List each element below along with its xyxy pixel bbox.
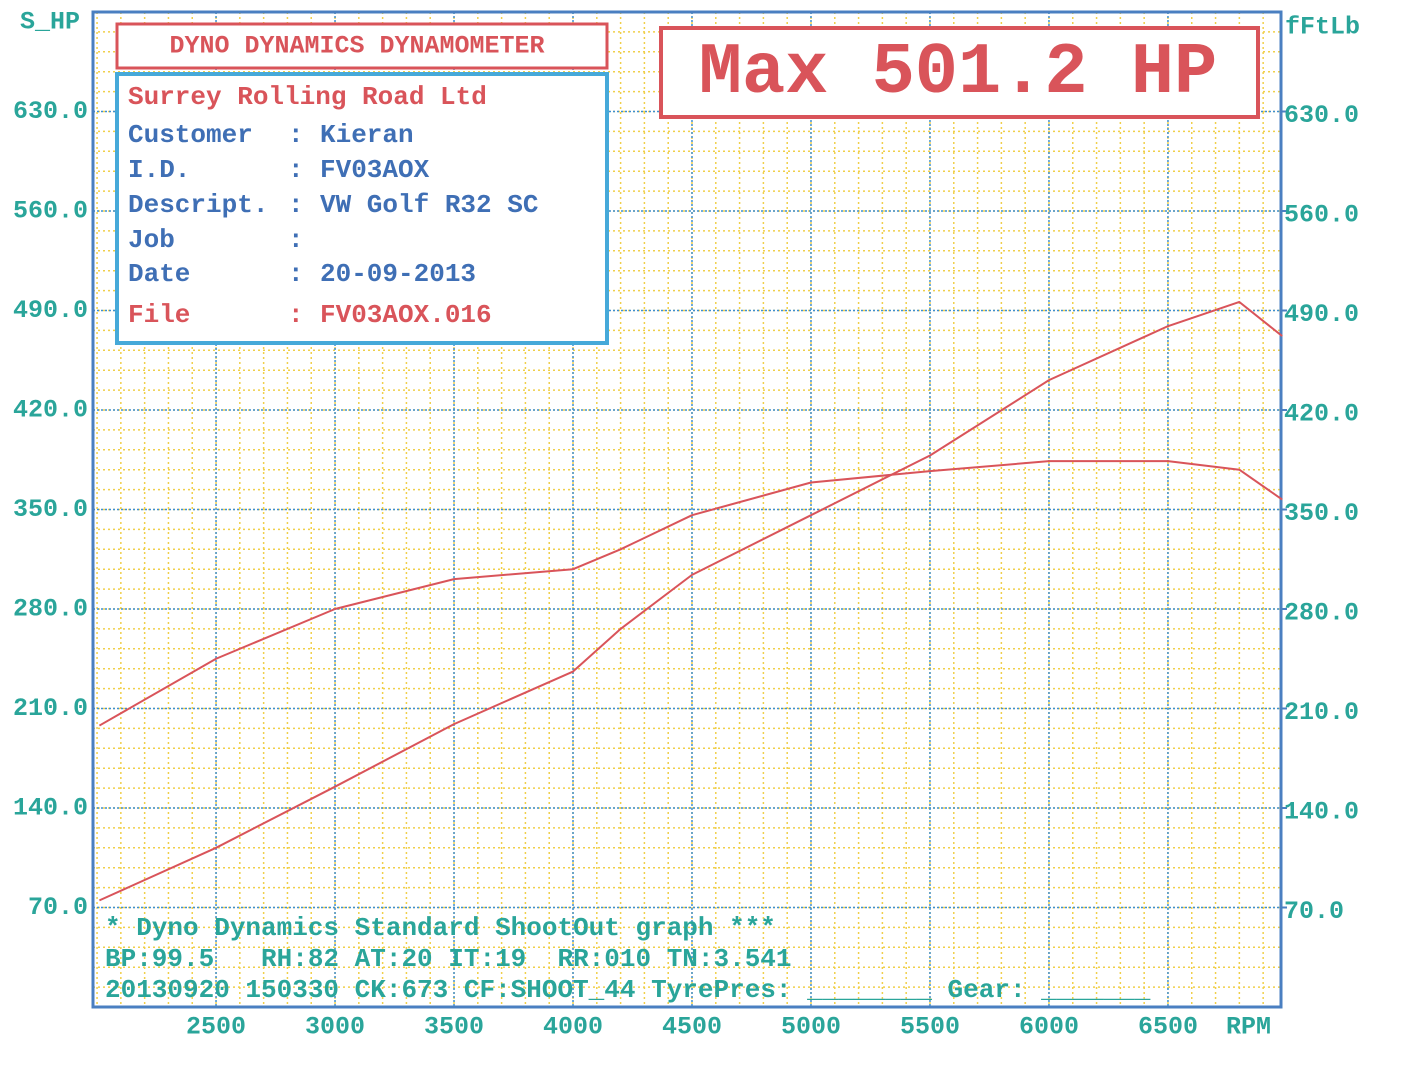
footer: * Dyno Dynamics Standard ShootOut graph … bbox=[105, 913, 1151, 1005]
info-title: Surrey Rolling Road Ltd bbox=[128, 82, 487, 112]
info-separator: : bbox=[288, 225, 304, 255]
y-tick-label: 350.0 bbox=[13, 495, 88, 524]
info-label: I.D. bbox=[128, 155, 190, 185]
info-value: Kieran bbox=[320, 120, 414, 150]
title-box bbox=[115, 22, 609, 70]
info-separator: : bbox=[288, 259, 304, 289]
footer-line: BP:99.5 RH:82 AT:20 IT:19 RR:010 TN:3.54… bbox=[105, 944, 792, 974]
x-axis-label: RPM bbox=[1226, 1013, 1271, 1042]
info-value: FV03AOX bbox=[320, 155, 430, 185]
y2-tick-label: 420.0 bbox=[1284, 400, 1359, 429]
y-tick-label: 490.0 bbox=[13, 296, 88, 325]
info-value: VW Golf R32 SC bbox=[320, 190, 538, 220]
x-tick-label: 4500 bbox=[662, 1013, 722, 1042]
y-tick-label: 560.0 bbox=[13, 197, 88, 226]
max-label: Max 501.2 HP bbox=[699, 32, 1217, 114]
info-label: Descript. bbox=[128, 190, 268, 220]
x-tick-label: 4000 bbox=[543, 1013, 603, 1042]
y-tick-label: 70.0 bbox=[28, 893, 88, 922]
y-tick-label: 420.0 bbox=[13, 396, 88, 425]
info-label: Customer bbox=[128, 120, 253, 150]
info-value: 20-09-2013 bbox=[320, 259, 476, 289]
y2-tick-label: 560.0 bbox=[1284, 201, 1359, 230]
y2-tick-label: 280.0 bbox=[1284, 599, 1359, 628]
y2-tick-label: 630.0 bbox=[1284, 101, 1359, 130]
y-tick-label: 140.0 bbox=[13, 794, 88, 823]
x-tick-label: 2500 bbox=[186, 1013, 246, 1042]
y-tick-label: 630.0 bbox=[13, 97, 88, 126]
x-tick-label: 6000 bbox=[1019, 1013, 1079, 1042]
info-separator: : bbox=[288, 120, 304, 150]
info-label: File bbox=[128, 300, 190, 330]
x-tick-label: 5500 bbox=[900, 1013, 960, 1042]
info-value: FV03AOX.016 bbox=[320, 300, 492, 330]
y2-tick-label: 210.0 bbox=[1284, 698, 1359, 727]
curve bbox=[98, 460, 1283, 727]
footer-line: 20130920 150330 CK:673 CF:SHOOT_44 TyreP… bbox=[105, 975, 1151, 1005]
info-label: Date bbox=[128, 259, 190, 289]
info-separator: : bbox=[288, 300, 304, 330]
info-separator: : bbox=[288, 190, 304, 220]
max-box bbox=[659, 26, 1260, 119]
y2-tick-label: 140.0 bbox=[1284, 798, 1359, 827]
y-tick-label: 210.0 bbox=[13, 694, 88, 723]
info-box bbox=[115, 72, 609, 345]
x-tick-label: 3000 bbox=[305, 1013, 365, 1042]
x-tick-label: 5000 bbox=[781, 1013, 841, 1042]
info-label: Job bbox=[128, 225, 175, 255]
info-separator: : bbox=[288, 155, 304, 185]
curves bbox=[98, 300, 1283, 902]
footer-line: * Dyno Dynamics Standard ShootOut graph … bbox=[105, 913, 776, 943]
y2-tick-label: 350.0 bbox=[1284, 499, 1359, 528]
y2-tick-label: 490.0 bbox=[1284, 300, 1359, 329]
y2-tick-label: 70.0 bbox=[1284, 897, 1344, 926]
info-rows: Customer: Kieran I.D.: FV03AOX Descript.: VW … bbox=[128, 120, 538, 330]
x-tick-label: 3500 bbox=[424, 1013, 484, 1042]
y-axis-label: S_HP bbox=[20, 8, 80, 37]
y2-axis-label: fFtLb bbox=[1285, 13, 1360, 42]
y-tick-label: 280.0 bbox=[13, 595, 88, 624]
curve bbox=[99, 300, 1283, 902]
x-tick-label: 6500 bbox=[1138, 1013, 1198, 1042]
chart-title: DYNO DYNAMICS DYNAMOMETER bbox=[169, 32, 544, 61]
